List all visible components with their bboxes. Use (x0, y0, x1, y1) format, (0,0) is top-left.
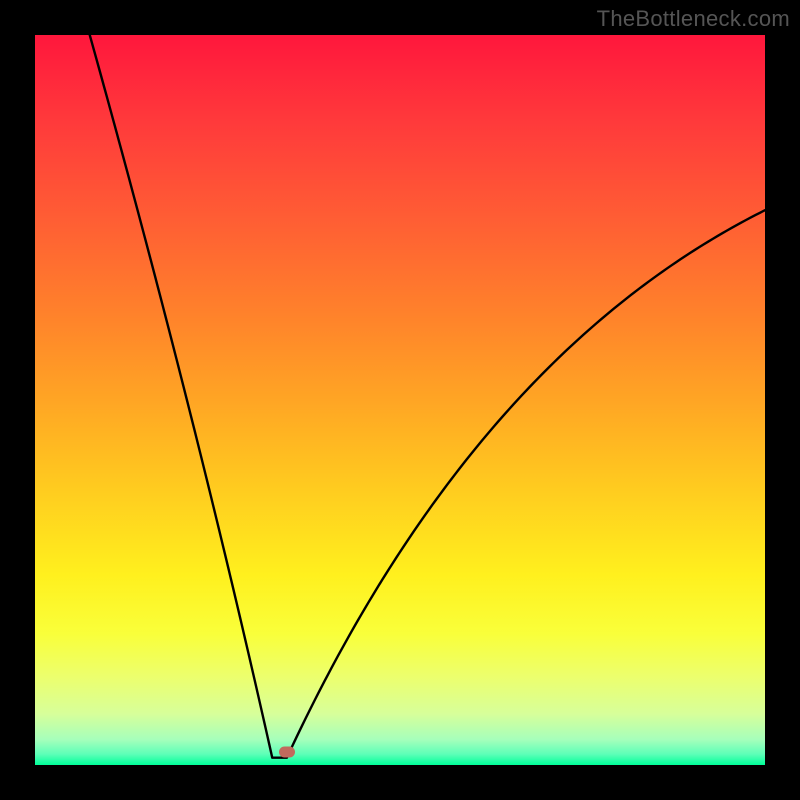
chart-svg (35, 35, 765, 765)
vertex-marker (279, 746, 295, 757)
watermark-label: TheBottleneck.com (597, 6, 790, 32)
chart-frame: TheBottleneck.com (0, 0, 800, 800)
plot-area (35, 35, 765, 765)
